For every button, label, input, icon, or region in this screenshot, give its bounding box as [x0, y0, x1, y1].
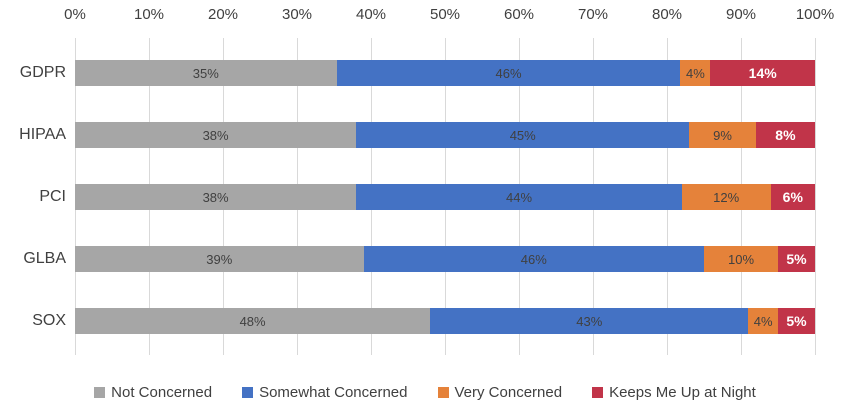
- bar-row: 39% 46% 10% 5%: [75, 246, 815, 272]
- x-tick-label: 20%: [207, 6, 239, 23]
- data-label: 46%: [520, 251, 547, 267]
- x-tick-label: 40%: [355, 6, 387, 23]
- bar-segment: 48%: [75, 308, 431, 334]
- legend-swatch-icon: [437, 386, 449, 398]
- category-label: GLBA: [23, 250, 66, 267]
- bar-segment: 4%: [748, 308, 778, 334]
- x-tick-label: 80%: [651, 6, 683, 23]
- bar-segment: 35%: [75, 60, 337, 86]
- x-tick-label: 90%: [725, 6, 757, 23]
- x-tick-label: 10%: [133, 6, 165, 23]
- data-label: 39%: [206, 251, 233, 267]
- legend-label: Not Concerned: [111, 383, 213, 401]
- x-tick-label: 60%: [503, 6, 535, 23]
- data-label: 38%: [202, 189, 229, 205]
- x-tick-label: 100%: [795, 6, 835, 23]
- bar-segment: 9%: [689, 122, 756, 148]
- bar-segment: 4%: [680, 60, 711, 86]
- bar-row: 38% 45% 9% 8%: [75, 122, 815, 148]
- data-label: 14%: [748, 65, 777, 81]
- bar-segment: 8%: [755, 122, 815, 148]
- category-label: PCI: [39, 188, 66, 205]
- bar-segment: 46%: [336, 60, 681, 86]
- legend-label: Somewhat Concerned: [259, 383, 408, 401]
- bar-segment: 12%: [681, 184, 771, 210]
- bar-segment: 6%: [770, 184, 815, 210]
- data-label: 44%: [505, 189, 533, 205]
- bar-segment: 44%: [356, 184, 682, 210]
- plot-area: 35% 46% 4% 14% 38% 45% 9% 8% 38% 44% 12% 6% 39% 46% 10…: [75, 38, 816, 355]
- legend-item: Not Concerned: [94, 384, 212, 401]
- legend-label: Very Concerned: [454, 383, 563, 401]
- category-label: SOX: [32, 312, 66, 329]
- category-label: GDPR: [19, 64, 66, 81]
- x-tick-label: 30%: [281, 6, 313, 23]
- bar-row: 48% 43% 4% 5%: [75, 308, 815, 334]
- bar-segment: 10%: [704, 246, 778, 272]
- data-label: 12%: [713, 189, 740, 205]
- legend-item: Keeps Me Up at Night: [592, 384, 756, 401]
- legend-swatch-icon: [94, 386, 106, 398]
- data-label: 8%: [775, 127, 796, 143]
- bar-segment: 5%: [778, 308, 815, 334]
- legend-item: Very Concerned: [437, 383, 563, 401]
- data-label: 45%: [509, 127, 536, 143]
- data-label: 43%: [576, 313, 603, 329]
- bar-segment: 43%: [430, 308, 749, 334]
- legend-label: Keeps Me Up at Night: [609, 383, 756, 401]
- legend-swatch-icon: [242, 386, 254, 398]
- bar-segment: 38%: [75, 122, 357, 148]
- legend: Not Concerned Somewhat Concerned Very Conc…: [0, 380, 850, 404]
- data-label: 38%: [202, 127, 229, 143]
- x-axis-top: 0% 10% 20% 30% 40% 50% 60% 70% 80% 90% 100%: [0, 4, 850, 28]
- bar-segment: 38%: [75, 184, 357, 210]
- category-axis: GDPR HIPAA PCI GLBA SOX: [0, 0, 66, 408]
- bar-row: 35% 46% 4% 14%: [75, 60, 815, 86]
- data-label: 10%: [727, 251, 755, 267]
- x-tick-label: 0%: [64, 6, 86, 23]
- category-label: HIPAA: [19, 126, 66, 143]
- data-label: 5%: [786, 251, 807, 267]
- bar-segment: 5%: [778, 246, 815, 272]
- bar-segment: 45%: [356, 122, 690, 148]
- data-label: 48%: [239, 313, 266, 329]
- x-tick-label: 70%: [577, 6, 609, 23]
- data-label: 46%: [495, 65, 522, 81]
- data-label: 6%: [782, 189, 803, 205]
- data-label: 4%: [686, 65, 705, 81]
- data-label: 4%: [753, 313, 773, 329]
- bar-segment: 46%: [363, 246, 704, 272]
- gridline: [815, 38, 816, 355]
- data-label: 5%: [786, 313, 807, 329]
- bar-row: 38% 44% 12% 6%: [75, 184, 815, 210]
- x-tick-label: 50%: [429, 6, 461, 23]
- data-label: 35%: [192, 65, 219, 81]
- bar-segment: 14%: [710, 60, 815, 86]
- legend-swatch-icon: [592, 386, 604, 398]
- legend-item: Somewhat Concerned: [242, 383, 408, 401]
- bar-segment: 39%: [75, 246, 364, 272]
- data-label: 9%: [713, 127, 732, 143]
